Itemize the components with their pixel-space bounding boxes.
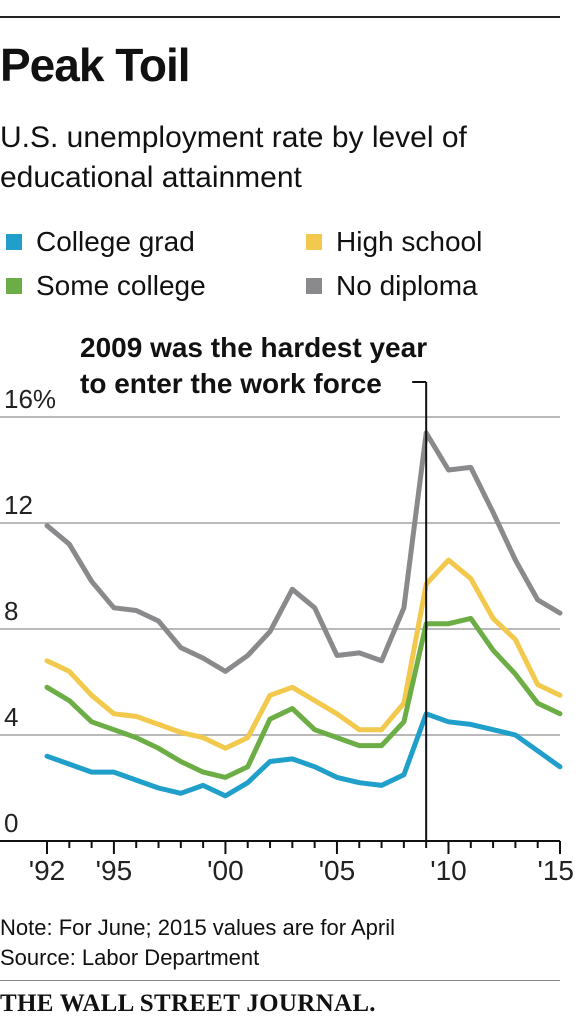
chart-subtitle: U.S. unemployment rate by level of educa… xyxy=(0,121,467,194)
series-line-college-grad xyxy=(44,711,563,799)
legend-label: Some college xyxy=(36,270,206,301)
annotation-text: to enter the work force xyxy=(80,368,382,399)
chart-source: Source: Labor Department xyxy=(0,945,260,970)
series-layer xyxy=(44,430,563,799)
series-line-no-diploma xyxy=(44,430,563,674)
footer-rule xyxy=(0,980,560,981)
y-tick-label: 16% xyxy=(4,384,56,414)
top-rule xyxy=(0,16,560,18)
grid-layer xyxy=(0,416,560,736)
legend-label: High school xyxy=(336,226,483,257)
series-line-high-school xyxy=(44,557,563,751)
legend-swatch-high-school xyxy=(306,234,322,250)
y-tick-label: 0 xyxy=(4,808,18,838)
x-tick-label: '95 xyxy=(96,855,133,886)
legend-swatch-college-grad xyxy=(6,234,22,250)
publisher-logo: THE WALL STREET JOURNAL. xyxy=(0,990,376,1017)
annotation-text: 2009 was the hardest year xyxy=(80,332,427,363)
chart-title: Peak Toil xyxy=(0,39,191,91)
y-tick-label: 4 xyxy=(4,702,18,732)
series-line-some-college xyxy=(44,615,563,780)
legend-item-high-school: High school xyxy=(300,222,482,262)
legend-item-some-college: Some college xyxy=(0,266,206,306)
x-tick-label: '05 xyxy=(319,855,356,886)
x-tick-label: '92 xyxy=(29,855,66,886)
x-tick-label: '15 xyxy=(538,855,575,886)
legend-swatch-no-diploma xyxy=(306,278,322,294)
x-tick-label: '10 xyxy=(430,855,467,886)
annotation-layer: 2009 was the hardest year to enter the wo… xyxy=(80,332,427,841)
legend-label: No diploma xyxy=(336,270,478,301)
legend-swatch-some-college xyxy=(6,278,22,294)
x-tick-label: '00 xyxy=(207,855,244,886)
y-tick-label: 8 xyxy=(4,596,18,626)
legend-item-college-grad: College grad xyxy=(0,222,195,262)
axis-layer: 0 4 8 12 16% '92 '95 '00 '05 '10 '15 xyxy=(0,384,574,886)
legend: College grad High school Some college No… xyxy=(0,222,560,306)
legend-label: College grad xyxy=(36,226,195,257)
legend-item-no-diploma: No diploma xyxy=(300,266,478,306)
line-chart: 2009 was the hardest year to enter the wo… xyxy=(0,332,574,886)
chart-note: Note: For June; 2015 values are for Apri… xyxy=(0,915,395,940)
y-tick-label: 12 xyxy=(4,490,33,520)
